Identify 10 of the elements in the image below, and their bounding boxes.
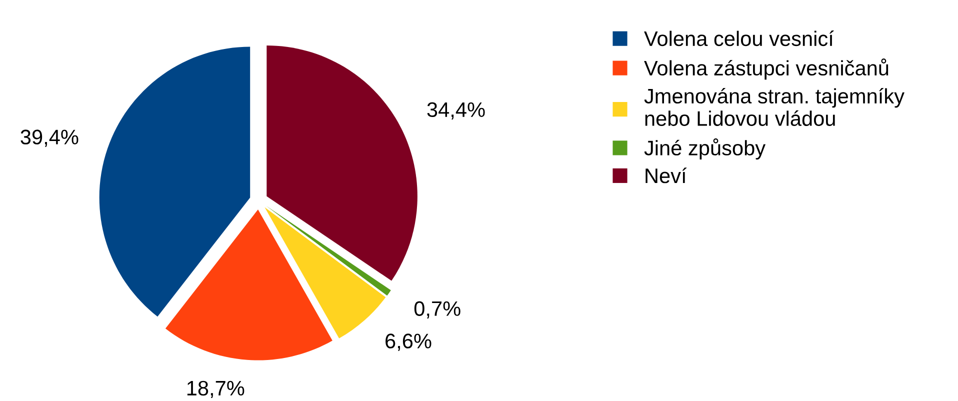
- legend-label: Volena celou vesnicí: [644, 30, 834, 46]
- legend-label: Volena zástupci vesničanů: [644, 58, 888, 80]
- legend-label: Neví: [646, 168, 687, 184]
- data-label: 18,7%: [187, 380, 244, 398]
- data-label: 34,4%: [427, 102, 485, 120]
- data-label: 0,7%: [414, 301, 460, 318]
- data-label: 39,4%: [20, 130, 78, 147]
- legend-label: Jmenována stran. tajemníky nebo Lidovou vládou: [644, 88, 904, 126]
- data-label: 6,6%: [386, 334, 432, 351]
- legend-label: Jiné způsoby: [644, 138, 766, 160]
